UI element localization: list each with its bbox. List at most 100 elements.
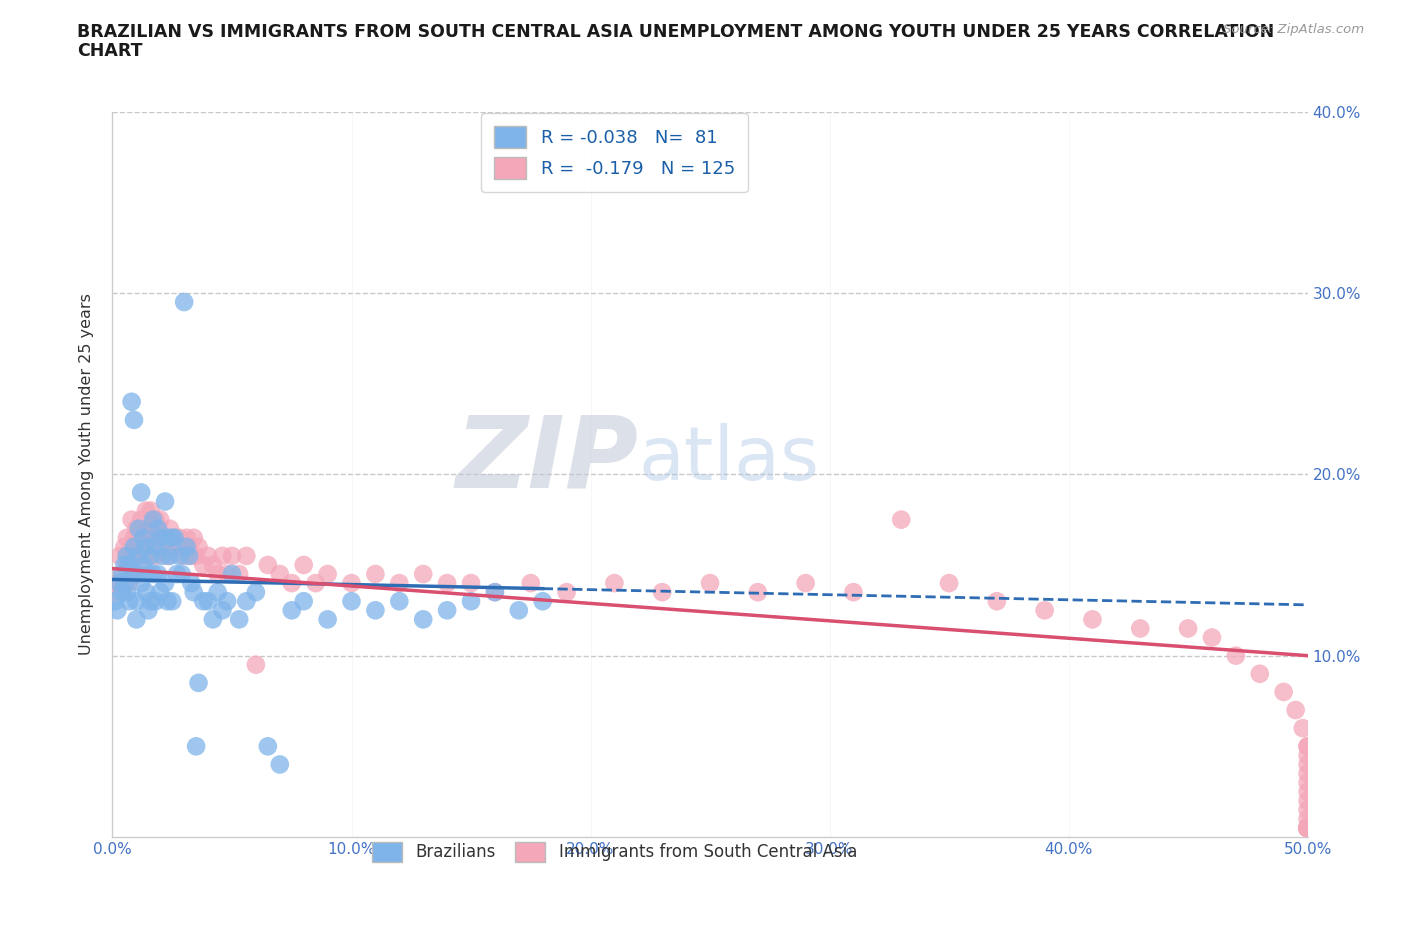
- Point: [108, 576, 131, 591]
- Point: [180, 576, 202, 591]
- Point: [1177, 621, 1199, 636]
- Point: [152, 539, 174, 554]
- Point: [128, 521, 150, 536]
- Point: [146, 539, 169, 554]
- Point: [436, 576, 458, 591]
- Point: [1296, 820, 1319, 835]
- Point: [129, 485, 152, 500]
- Legend: Brazilians, Immigrants from South Central Asia: Brazilians, Immigrants from South Centra…: [366, 835, 863, 869]
- Point: [1296, 784, 1319, 799]
- Point: [747, 585, 769, 600]
- Point: [115, 549, 138, 564]
- Point: [139, 594, 162, 609]
- Point: [245, 658, 267, 672]
- Point: [460, 576, 482, 591]
- Text: ZIP: ZIP: [456, 411, 638, 509]
- Point: [207, 566, 229, 581]
- Point: [118, 558, 141, 573]
- Point: [603, 576, 626, 591]
- Point: [1081, 612, 1104, 627]
- Point: [292, 558, 315, 573]
- Point: [135, 585, 157, 600]
- Point: [138, 603, 160, 618]
- Point: [162, 594, 183, 609]
- Point: [257, 558, 280, 573]
- Point: [138, 566, 160, 581]
- Point: [340, 576, 363, 591]
- Point: [173, 549, 195, 564]
- Point: [142, 566, 165, 581]
- Point: [508, 603, 530, 618]
- Point: [257, 738, 280, 753]
- Point: [142, 530, 165, 545]
- Point: [1296, 820, 1319, 835]
- Point: [180, 549, 202, 564]
- Point: [122, 539, 145, 554]
- Point: [1225, 648, 1247, 663]
- Point: [183, 530, 205, 545]
- Point: [121, 539, 143, 554]
- Point: [146, 566, 169, 581]
- Point: [186, 738, 208, 753]
- Point: [122, 530, 145, 545]
- Point: [135, 539, 157, 554]
- Point: [305, 576, 328, 591]
- Point: [316, 566, 339, 581]
- Point: [235, 594, 257, 609]
- Point: [139, 549, 162, 564]
- Point: [217, 566, 239, 581]
- Point: [145, 549, 167, 564]
- Point: [1296, 820, 1319, 835]
- Point: [1296, 820, 1319, 835]
- Point: [169, 549, 191, 564]
- Point: [1285, 703, 1308, 718]
- Point: [1296, 820, 1319, 835]
- Point: [364, 603, 387, 618]
- Point: [1296, 820, 1319, 835]
- Point: [177, 539, 200, 554]
- Point: [207, 585, 229, 600]
- Point: [1296, 820, 1319, 835]
- Point: [132, 558, 155, 573]
- Point: [149, 530, 172, 545]
- Point: [139, 530, 162, 545]
- Point: [1296, 820, 1319, 835]
- Point: [128, 530, 150, 545]
- Point: [1296, 820, 1319, 835]
- Point: [176, 539, 198, 554]
- Text: atlas: atlas: [638, 423, 820, 497]
- Point: [364, 566, 387, 581]
- Point: [111, 566, 134, 581]
- Point: [152, 549, 174, 564]
- Point: [169, 530, 191, 545]
- Point: [1033, 603, 1056, 618]
- Point: [153, 576, 176, 591]
- Point: [1249, 667, 1271, 682]
- Point: [1296, 820, 1319, 835]
- Point: [114, 558, 135, 573]
- Point: [145, 594, 167, 609]
- Point: [114, 539, 135, 554]
- Point: [149, 585, 172, 600]
- Point: [111, 566, 134, 581]
- Point: [651, 585, 673, 600]
- Point: [340, 594, 363, 609]
- Point: [1296, 820, 1319, 835]
- Point: [177, 549, 200, 564]
- Point: [145, 512, 167, 527]
- Point: [197, 549, 219, 564]
- Point: [1296, 793, 1319, 808]
- Point: [129, 512, 152, 527]
- Point: [1296, 757, 1319, 772]
- Point: [460, 594, 482, 609]
- Point: [187, 539, 209, 554]
- Point: [176, 530, 198, 545]
- Point: [412, 566, 434, 581]
- Point: [186, 549, 208, 564]
- Point: [104, 585, 127, 600]
- Point: [166, 566, 188, 581]
- Point: [139, 503, 162, 518]
- Point: [211, 603, 233, 618]
- Point: [118, 558, 141, 573]
- Point: [122, 413, 145, 428]
